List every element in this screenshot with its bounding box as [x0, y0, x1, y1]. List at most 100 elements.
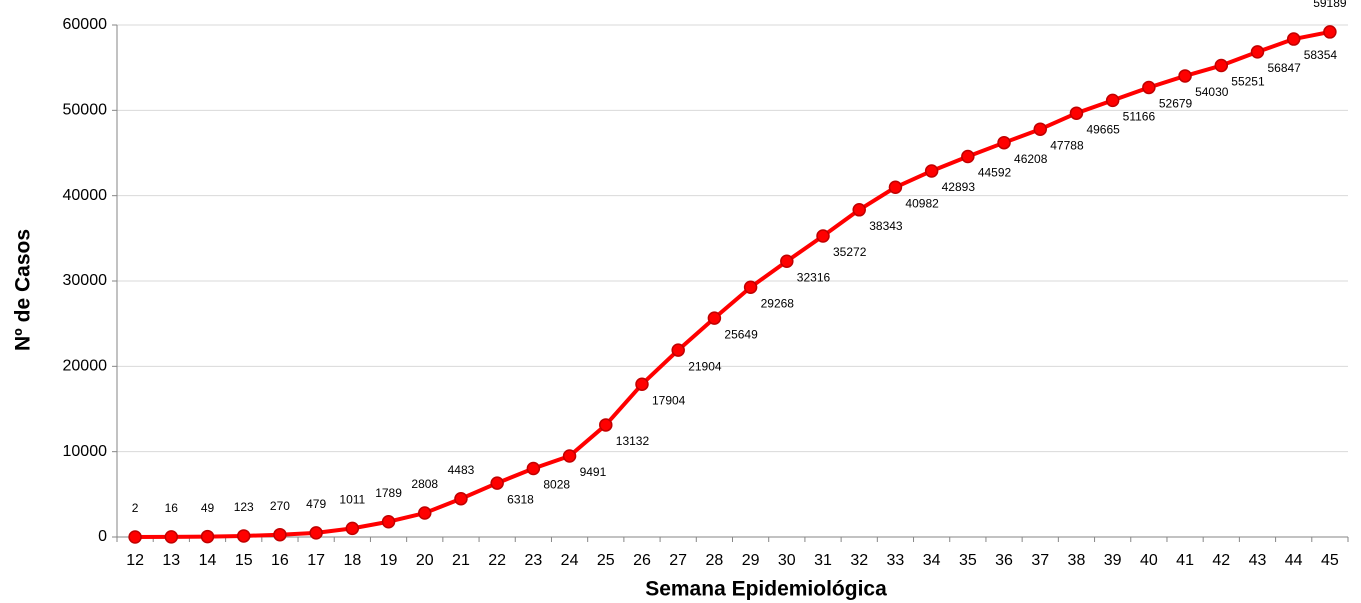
data-point	[1142, 80, 1156, 95]
data-point	[743, 280, 758, 294]
data-label: 55251	[1231, 75, 1265, 89]
data-point	[780, 254, 794, 268]
data-point	[924, 164, 939, 178]
data-point	[997, 135, 1011, 150]
x-tick-label: 32	[850, 552, 868, 569]
data-label: 2	[132, 501, 139, 515]
x-tick-label: 30	[778, 552, 796, 569]
data-label: 49665	[1086, 122, 1120, 136]
data-label: 38343	[869, 219, 903, 233]
data-point	[526, 461, 541, 476]
y-tick-label: 10000	[63, 443, 108, 460]
x-tick-label: 17	[307, 552, 325, 569]
data-label: 9491	[580, 465, 607, 479]
x-tick-label: 25	[597, 552, 615, 569]
x-tick-label: 33	[887, 552, 905, 569]
x-tick-label: 15	[235, 552, 253, 569]
data-label: 1789	[375, 486, 402, 500]
data-point	[418, 506, 432, 520]
data-label: 54030	[1195, 85, 1229, 99]
data-label: 58354	[1304, 48, 1338, 62]
data-point	[852, 203, 866, 217]
data-label: 52679	[1159, 97, 1193, 111]
data-point	[1105, 93, 1120, 108]
data-point	[707, 311, 722, 325]
data-label: 29268	[761, 296, 795, 310]
data-label: 479	[306, 497, 326, 511]
data-point	[599, 418, 613, 432]
data-point	[635, 377, 649, 391]
data-point	[200, 529, 215, 544]
data-point	[1214, 58, 1229, 73]
x-tick-label: 42	[1212, 552, 1230, 569]
data-label: 32316	[797, 270, 831, 284]
data-label: 16	[165, 501, 179, 515]
data-label: 8028	[543, 478, 570, 492]
x-axis-title: Semana Epidemiológica	[645, 578, 887, 601]
data-point	[671, 343, 685, 357]
data-label: 46208	[1014, 152, 1048, 166]
data-label: 123	[234, 500, 254, 514]
y-tick-label: 0	[98, 528, 107, 545]
data-label: 2808	[411, 477, 438, 491]
x-tick-label: 21	[452, 552, 470, 569]
data-label: 25649	[724, 327, 758, 341]
x-tick-label: 28	[705, 552, 723, 569]
x-tick-label: 12	[126, 552, 144, 569]
x-tick-label: 41	[1176, 552, 1194, 569]
data-point	[490, 476, 504, 490]
data-label: 17904	[652, 393, 686, 407]
data-label: 35272	[833, 245, 867, 259]
x-tick-label: 31	[814, 552, 832, 569]
y-tick-label: 30000	[63, 272, 108, 289]
y-tick-label: 20000	[63, 358, 108, 375]
data-label: 40982	[905, 196, 939, 210]
x-tick-label: 19	[380, 552, 398, 569]
data-point	[309, 526, 323, 540]
data-label: 51166	[1123, 110, 1156, 124]
x-tick-label: 45	[1321, 552, 1339, 569]
x-tick-label: 35	[959, 552, 977, 569]
data-label: 21904	[688, 359, 722, 373]
data-label: 42893	[942, 180, 976, 194]
data-point	[816, 229, 830, 243]
x-tick-label: 20	[416, 552, 434, 569]
data-point	[381, 514, 396, 529]
data-label: 13132	[616, 434, 650, 448]
data-label: 59189	[1313, 0, 1347, 10]
x-tick-label: 43	[1249, 552, 1267, 569]
data-point	[1069, 106, 1084, 120]
x-tick-label: 13	[162, 552, 180, 569]
data-point	[1323, 25, 1337, 39]
data-label: 44592	[978, 166, 1012, 180]
x-tick-label: 26	[633, 552, 651, 569]
x-tick-label: 16	[271, 552, 289, 569]
data-point	[961, 149, 975, 164]
data-point	[888, 180, 903, 195]
x-tick-label: 39	[1104, 552, 1122, 569]
data-point	[236, 529, 251, 543]
data-label: 56847	[1267, 61, 1301, 75]
x-tick-label: 14	[199, 552, 217, 569]
x-tick-label: 38	[1068, 552, 1086, 569]
y-tick-label: 50000	[63, 102, 108, 119]
data-label: 49	[201, 501, 215, 515]
x-tick-label: 23	[524, 552, 542, 569]
x-tick-label: 24	[561, 552, 579, 569]
x-tick-label: 29	[742, 552, 760, 569]
data-point	[273, 527, 287, 542]
data-point	[454, 491, 468, 506]
data-point	[562, 449, 577, 463]
data-point	[1250, 45, 1265, 59]
data-label: 47788	[1050, 138, 1084, 152]
x-tick-label: 44	[1285, 552, 1303, 569]
data-point	[128, 530, 142, 544]
data-label: 1011	[339, 493, 365, 507]
x-tick-label: 36	[995, 552, 1013, 569]
y-axis-title: Nº de Casos	[12, 229, 35, 351]
series-line	[135, 29, 1331, 539]
data-point	[1033, 122, 1047, 136]
x-tick-label: 27	[669, 552, 687, 569]
data-point	[345, 521, 360, 536]
